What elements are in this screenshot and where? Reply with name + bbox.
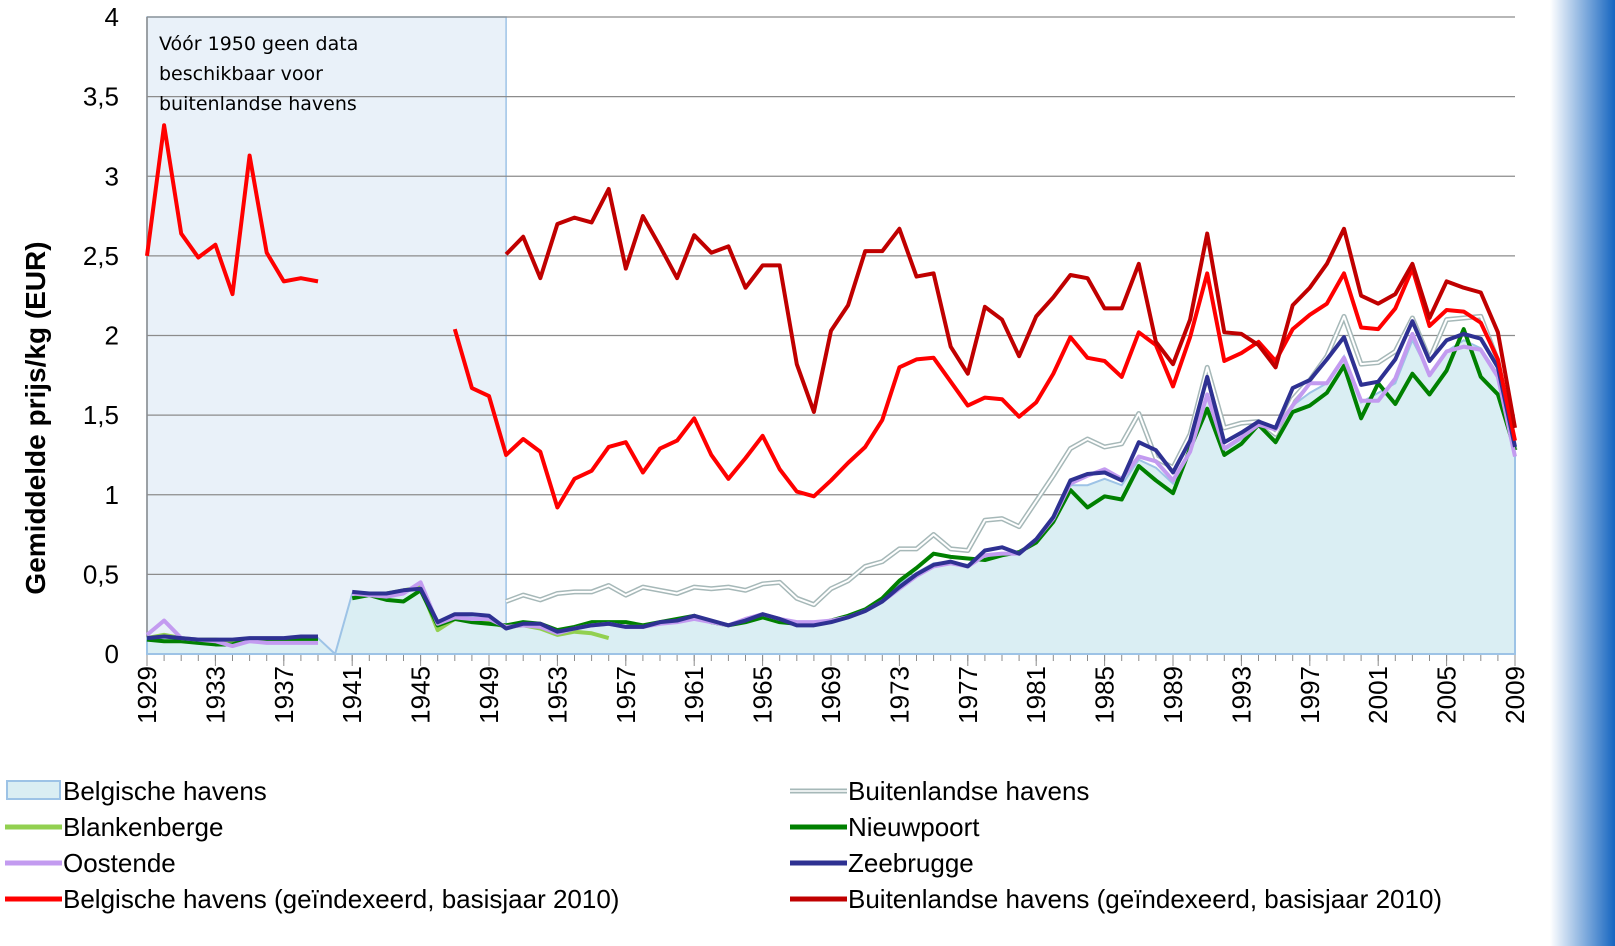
x-tick-label: 2001 (1363, 666, 1393, 724)
y-tick-label: 0 (105, 639, 119, 669)
y-axis-label: Gemiddelde prijs/kg (EUR) (20, 241, 51, 594)
y-tick-label: 3,5 (83, 82, 119, 112)
x-tick-label: 1993 (1226, 666, 1256, 724)
y-tick-label: 4 (105, 2, 119, 32)
x-tick-label: 1965 (748, 666, 778, 724)
legend-label: Belgische havens (63, 776, 267, 806)
x-tick-label: 1989 (1158, 666, 1188, 724)
x-tick-label: 1985 (1090, 666, 1120, 724)
x-tick-label: 1973 (884, 666, 914, 724)
x-tick-label: 1945 (406, 666, 436, 724)
x-tick-label: 1929 (132, 666, 162, 724)
x-tick-label: 1937 (269, 666, 299, 724)
y-tick-label: 1,5 (83, 400, 119, 430)
x-tick-label: 2009 (1500, 666, 1530, 724)
legend-label: Zeebrugge (848, 848, 974, 878)
legend-swatch (6, 780, 61, 800)
legend-label: Oostende (63, 848, 176, 878)
legend-label: Blankenberge (63, 812, 223, 842)
x-tick-label: 1977 (953, 666, 983, 724)
y-tick-label: 2,5 (83, 241, 119, 271)
y-tick-label: 0,5 (83, 559, 119, 589)
x-tick-label: 1957 (611, 666, 641, 724)
annotation-text: Vóór 1950 geen data beschikbaar voor bui… (159, 33, 359, 115)
legend-label: Belgische havens (geïndexeerd, basisjaar… (63, 884, 619, 914)
legend-label: Buitenlandse havens (848, 776, 1089, 806)
legend-label: Nieuwpoort (848, 812, 980, 842)
y-tick-label: 2 (105, 321, 119, 351)
x-tick-label: 1949 (474, 666, 504, 724)
x-tick-label: 1969 (816, 666, 846, 724)
line (145, 123, 1517, 510)
line (504, 186, 1517, 429)
annotation: Vóór 1950 geen data beschikbaar voor bui… (159, 33, 359, 115)
edge-decoration (1550, 0, 1615, 946)
x-tick-label: 1953 (542, 666, 572, 724)
legend-label: Buitenlandse havens (geïndexeerd, basisj… (848, 884, 1442, 914)
line-inner (505, 315, 1516, 606)
x-tick-label: 2005 (1432, 666, 1462, 724)
x-tick-label: 1981 (1021, 666, 1051, 724)
y-tick-label: 1 (105, 480, 119, 510)
x-tick-label: 1941 (337, 666, 367, 724)
y-tick-label: 3 (105, 161, 119, 191)
line (146, 319, 1517, 642)
x-tick-label: 1961 (679, 666, 709, 724)
x-tick-label: 1933 (200, 666, 230, 724)
x-tick-label: 1997 (1295, 666, 1325, 724)
